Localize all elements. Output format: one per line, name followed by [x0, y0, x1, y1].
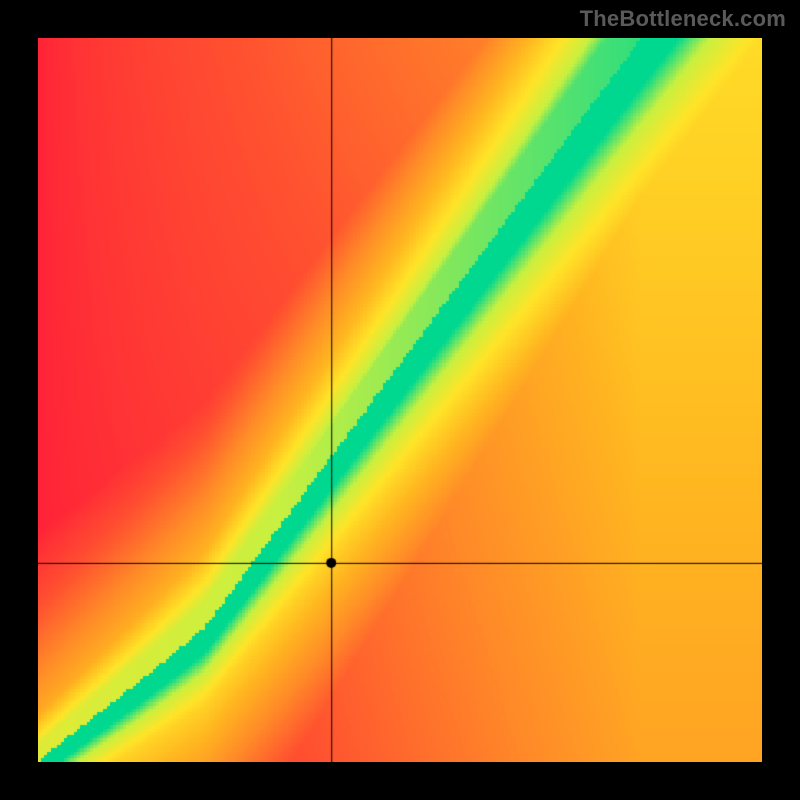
chart-container: TheBottleneck.com: [0, 0, 800, 800]
bottleneck-heatmap: [38, 38, 762, 762]
watermark-text: TheBottleneck.com: [580, 6, 786, 32]
